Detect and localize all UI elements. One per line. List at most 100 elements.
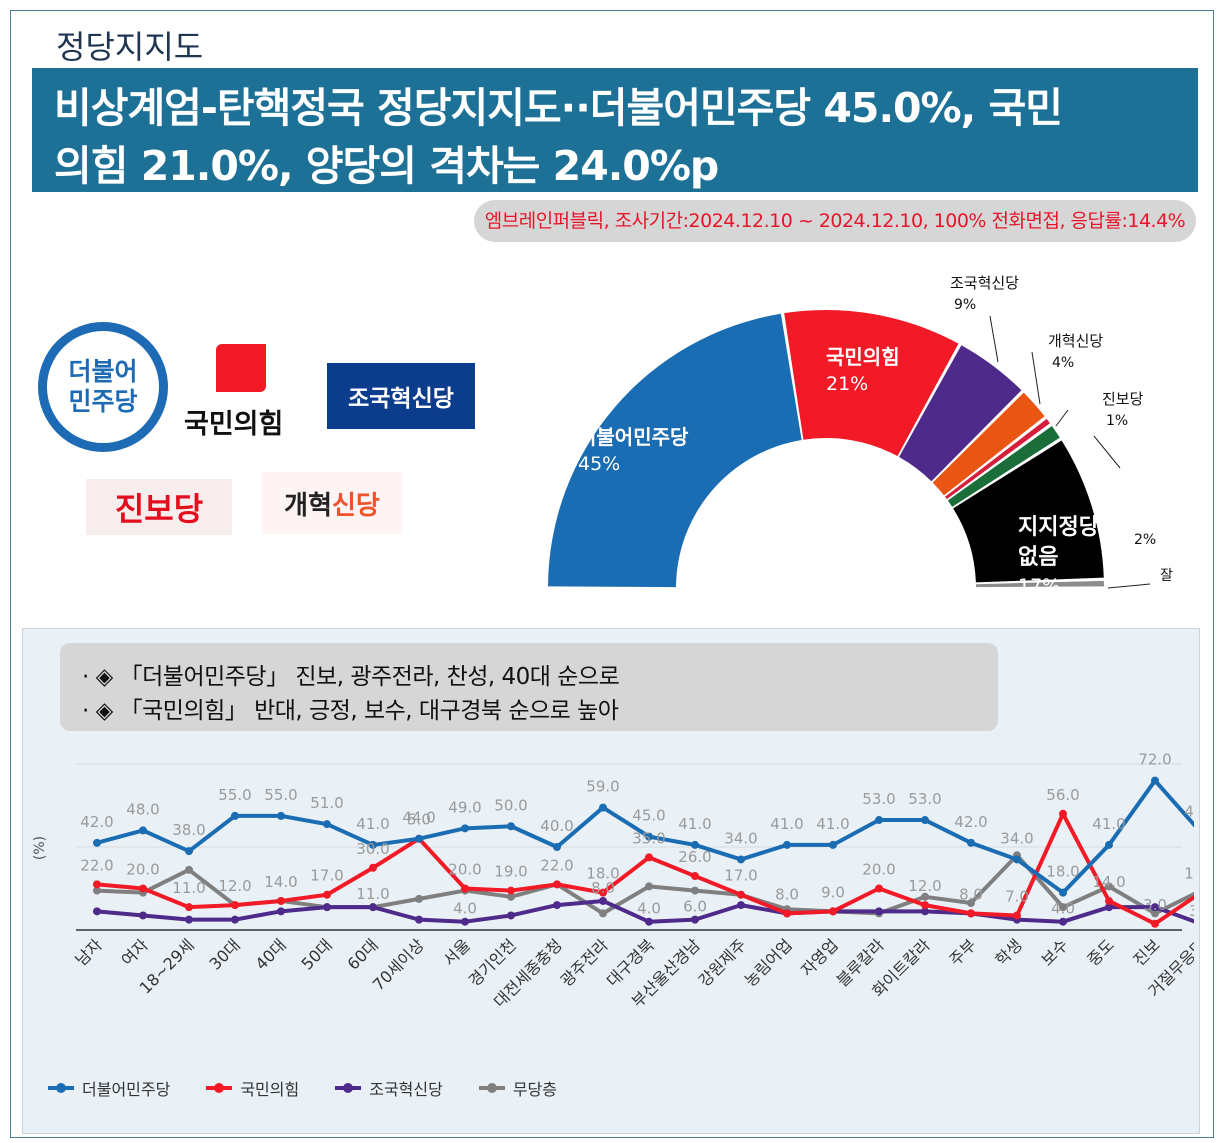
point-2-7 xyxy=(415,915,423,924)
callout-value-3: 4% xyxy=(1052,355,1074,371)
point-2-8 xyxy=(461,917,469,926)
point-2-18 xyxy=(921,907,929,916)
point-1-1 xyxy=(139,884,147,893)
data-label-0-24: 47.0 xyxy=(1184,802,1194,820)
point-0-8 xyxy=(461,824,469,833)
data-label-1-6: 30.0 xyxy=(356,840,389,858)
legend-swatch-3 xyxy=(478,1083,505,1093)
point-2-2 xyxy=(185,915,193,924)
donut-slice-5 xyxy=(947,425,1060,507)
donut-label-none-2: 없음 xyxy=(1018,545,1058,570)
data-label-0-9: 50.0 xyxy=(494,796,527,814)
point-0-4 xyxy=(277,811,285,820)
point-1-11 xyxy=(599,888,607,897)
x-tick-20: 학생 xyxy=(992,935,1026,969)
point-2-6 xyxy=(369,903,377,912)
data-label-0-3: 55.0 xyxy=(218,786,251,804)
data-label-1-23: 3.0 xyxy=(1143,896,1167,914)
x-tick-0: 남자 xyxy=(72,935,106,969)
point-1-12 xyxy=(645,853,653,862)
donut-slice-0 xyxy=(548,313,802,588)
data-label-1-1: 20.0 xyxy=(126,861,159,879)
donut-value-1: 21% xyxy=(826,373,868,395)
point-0-3 xyxy=(231,811,239,820)
point-3-11 xyxy=(599,909,607,918)
point-0-21 xyxy=(1059,888,1067,897)
legend-swatch-0 xyxy=(48,1083,74,1093)
data-label-1-7: 5.0 xyxy=(407,811,431,829)
point-3-2 xyxy=(185,865,193,874)
data-label-1-18: 12.0 xyxy=(908,877,941,895)
point-2-4 xyxy=(277,907,285,916)
point-0-11 xyxy=(599,803,607,812)
point-0-10 xyxy=(553,843,561,851)
x-tick-7: 70세이상 xyxy=(369,935,428,994)
x-tick-14: 강원제주 xyxy=(695,935,750,990)
data-label-2-11: 8.0 xyxy=(591,879,615,897)
point-0-23 xyxy=(1151,776,1159,785)
point-1-16 xyxy=(829,907,837,916)
donut-label-none-1: 지지정당 xyxy=(1018,515,1099,540)
x-tick-3: 30대 xyxy=(206,935,244,973)
point-0-19 xyxy=(967,838,975,847)
data-label-0-14: 34.0 xyxy=(724,829,757,847)
point-3-9 xyxy=(507,892,515,901)
data-label-1-10: 22.0 xyxy=(540,856,573,874)
point-3-22 xyxy=(1105,882,1113,891)
point-2-3 xyxy=(231,915,239,924)
reform-party-logo: 개혁 신당 xyxy=(262,472,402,534)
point-2-22 xyxy=(1105,903,1113,912)
survey-source: 엠브레인퍼블릭, 조사기간:2024.12.10 ~ 2024.12.10, 1… xyxy=(474,200,1196,242)
ppp-logo-mark xyxy=(216,344,266,392)
data-label-1-3: 12.0 xyxy=(218,877,251,895)
data-label-1-14: 17.0 xyxy=(724,867,757,885)
point-3-18 xyxy=(921,892,929,901)
data-label-2-21: 4.0 xyxy=(1051,900,1075,918)
x-tick-21: 보수 xyxy=(1038,935,1072,969)
point-1-10 xyxy=(553,880,561,889)
data-label-0-11: 59.0 xyxy=(586,778,619,796)
data-label-2-8: 4.0 xyxy=(453,900,477,918)
callout-label-4: 진보당 xyxy=(1102,390,1144,408)
callout-line-5 xyxy=(1093,435,1121,469)
data-label-2-13: 6.0 xyxy=(683,898,707,916)
point-1-20 xyxy=(1013,911,1021,920)
point-1-8 xyxy=(461,884,469,893)
callout-line-3 xyxy=(1031,351,1041,405)
point-3-19 xyxy=(967,899,975,908)
legend-swatch-1 xyxy=(206,1083,233,1093)
group-support-line-chart: (%) 42.0 48.0 38.0 55.0 55.0 51.0 41.0 44.0 49.0 5… xyxy=(32,751,1194,1011)
point-1-23 xyxy=(1151,919,1159,928)
point-1-14 xyxy=(737,890,745,899)
callout-line-2 xyxy=(989,315,999,363)
point-0-17 xyxy=(875,816,883,825)
point-1-3 xyxy=(231,901,239,910)
point-0-13 xyxy=(691,840,699,849)
point-0-5 xyxy=(323,820,331,829)
point-1-22 xyxy=(1105,896,1113,905)
point-2-1 xyxy=(139,911,147,920)
legend-label-2: 조국혁신당 xyxy=(369,1080,443,1099)
callout-label-3: 개혁신당 xyxy=(1048,332,1103,350)
legend-item-1: 국민의힘 xyxy=(206,1076,299,1100)
point-1-13 xyxy=(691,872,699,881)
point-1-17 xyxy=(875,884,883,893)
callout-line-4 xyxy=(1055,409,1069,427)
donut-value-0: 45% xyxy=(578,453,620,475)
data-label-1-20: 7.0 xyxy=(1005,887,1029,905)
point-1-6 xyxy=(369,863,377,872)
headline-banner: 비상계엄-탄핵정국 정당지지도··더불어민주당 45.0%, 국민 의힘 21.… xyxy=(32,68,1198,192)
minjoo-logo-text: 더불어 민주당 xyxy=(68,357,138,416)
data-label-0-23: 72.0 xyxy=(1138,751,1171,769)
data-label-0-10: 40.0 xyxy=(540,817,573,835)
donut-slice-4 xyxy=(945,418,1050,500)
data-label-0-0: 42.0 xyxy=(80,813,113,831)
point-2-12 xyxy=(645,917,653,926)
point-3-7 xyxy=(415,894,423,903)
point-3-12 xyxy=(645,882,653,891)
y-axis-label: (%) xyxy=(32,836,48,860)
point-0-9 xyxy=(507,822,515,831)
x-tick-6: 60대 xyxy=(344,935,382,973)
data-label-1-13: 26.0 xyxy=(678,848,711,866)
point-2-17 xyxy=(875,907,883,916)
